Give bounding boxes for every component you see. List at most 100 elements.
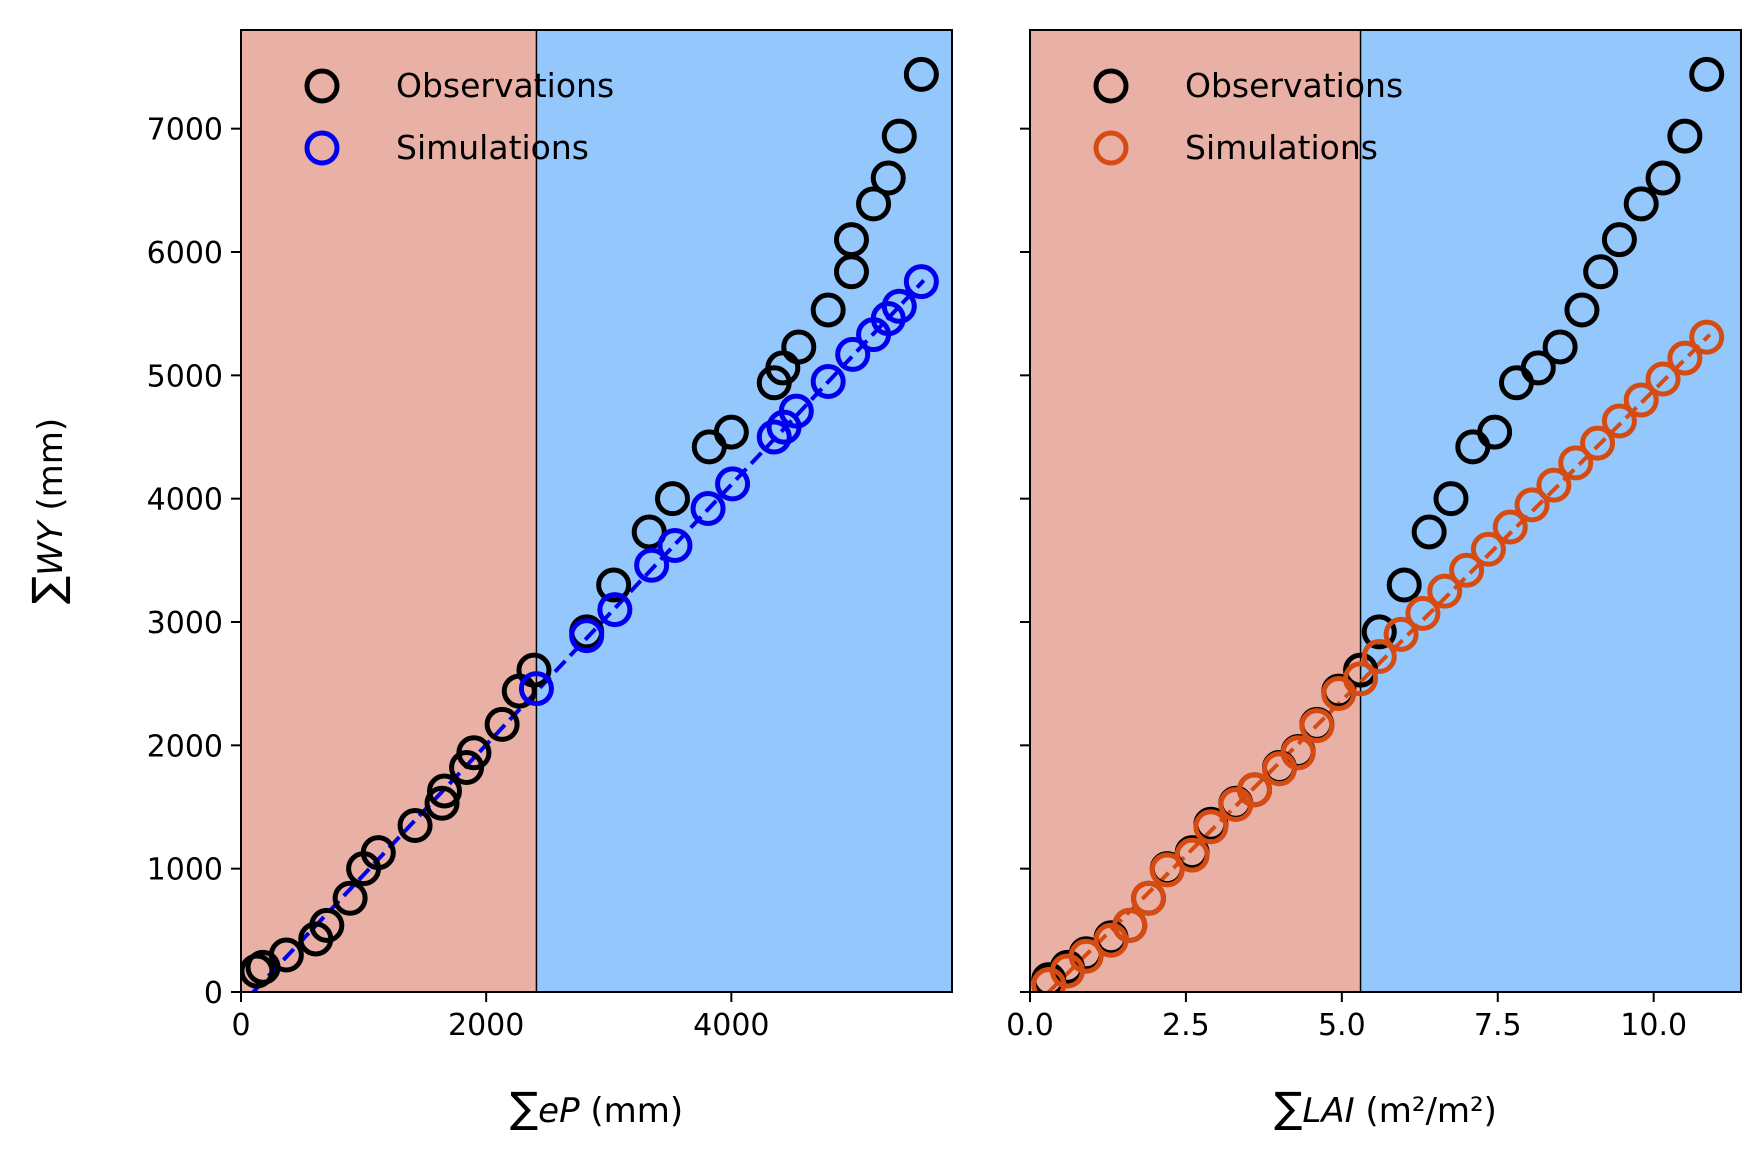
point-observations [1623,186,1659,222]
y-tick-label: 1000 [147,853,223,888]
point-observations [516,652,552,688]
x-axis-label-sym: ∑ [510,1083,538,1132]
series-simulations [1031,319,1725,992]
x-axis-label-unit: (m²/m²) [1355,1091,1497,1131]
point-simulations [1383,616,1419,652]
point-observations [1386,567,1422,603]
data-layer [241,56,939,992]
y-tick-label: 0 [204,976,223,1011]
point-simulations [1193,809,1229,845]
legend-label-observations: Observations [1185,66,1403,105]
legend-label-simulations: Simulations [1185,128,1378,167]
point-observations [713,414,749,450]
x-axis-label-unit: (mm) [580,1091,684,1131]
point-simulations [1514,487,1550,523]
point-observations [1411,514,1447,550]
point-observations [1645,160,1681,196]
point-simulations [1667,340,1703,376]
point-observations [833,222,869,258]
y-axis-label-unit: (mm) [31,418,71,522]
x-axis-label: ∑LAI (m²/m²) [1274,1083,1497,1132]
point-simulations [1645,361,1681,397]
point-observations [426,773,462,809]
legend: Observations Simulations [1093,66,1403,167]
point-observations [309,907,345,943]
x-tick-label: 4000 [693,1008,769,1043]
y-tick-label: 5000 [147,359,223,394]
point-simulations [903,264,939,300]
point-observations [1433,481,1469,517]
point-simulations [1149,852,1185,888]
point-simulations [569,618,605,654]
point-simulations [1449,552,1485,588]
legend: Observations Simulations [304,66,614,167]
point-observations [856,186,892,222]
point-simulations [1623,382,1659,418]
point-simulations [715,466,751,502]
point-observations [1564,292,1600,328]
point-observations [1601,222,1637,258]
point-simulations [1112,907,1148,943]
legend-marker-simulations [1093,130,1129,166]
point-simulations [1237,772,1273,808]
region-1 [536,30,952,992]
point-simulations [1174,837,1210,873]
point-observations [903,56,939,92]
x-axis-label-var: LAI [1302,1091,1354,1131]
x-tick-label: 7.5 [1474,1008,1522,1043]
point-simulations [778,393,814,429]
legend-marker-observations [1093,68,1129,104]
x-tick-label: 10.0 [1620,1008,1687,1043]
point-simulations [1299,708,1335,744]
x-tick-label: 2.5 [1162,1008,1210,1043]
point-observations [810,292,846,328]
point-simulations [657,528,693,564]
point-observations [655,481,691,517]
point-simulations [1343,661,1379,697]
point-observations [484,706,520,742]
legend-label-observations: Observations [396,66,614,105]
point-simulations [1068,938,1104,974]
y-axis-label: ∑WY (mm) [23,418,72,604]
legend-label-simulations: Simulations [396,128,589,167]
y-tick-label: 6000 [147,236,223,271]
x-axis-label: ∑eP (mm) [510,1083,683,1132]
x-axis-label-sym: ∑ [1274,1083,1302,1132]
axes-frame [1029,29,1742,993]
point-observations [424,785,460,821]
point-observations [332,880,368,916]
x-axis-label-var: eP [538,1091,580,1131]
point-simulations [1470,531,1506,567]
y-axis-label-var: WY [31,519,71,576]
point-simulations [1580,425,1616,461]
point-observations [456,735,492,771]
point-observations [1689,56,1725,92]
legend-marker-simulations [304,130,340,166]
point-observations [1361,614,1397,650]
region-1 [1360,30,1741,992]
y-tick-label: 7000 [147,113,223,148]
right-panel-lai: 0.0 2.5 5.0 7.5 10.0 ∑LAI (m²/m²) Observations… [1006,29,1742,1132]
point-simulations [1361,639,1397,675]
point-observations [1583,254,1619,290]
region-0 [241,30,537,992]
point-observations [1667,118,1703,154]
x-tick-label: 0.0 [1006,1008,1054,1043]
point-simulations [756,419,792,455]
point-simulations [1492,509,1528,545]
point-observations [360,835,396,871]
y-axis-label-sym: ∑ [23,576,72,604]
data-layer [1031,56,1725,992]
point-simulations [881,288,917,324]
point-simulations [1405,595,1441,631]
point-observations [596,567,632,603]
point-observations [781,329,817,365]
point-observations [881,118,917,154]
point-simulations [634,547,670,583]
point-observations [268,937,304,973]
y-tick-label: 4000 [147,483,223,518]
point-simulations [1131,880,1166,916]
point-simulations [1427,573,1463,609]
y-tick-label: 3000 [147,606,223,641]
